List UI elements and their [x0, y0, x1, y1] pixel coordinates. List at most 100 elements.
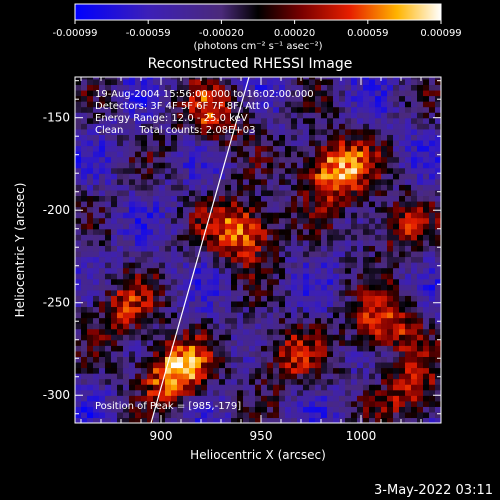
heatmap-cell	[279, 328, 286, 335]
heatmap-cell	[135, 84, 142, 91]
heatmap-cell	[261, 78, 268, 86]
heatmap-cell	[93, 112, 100, 119]
heatmap-cell	[93, 395, 100, 402]
heatmap-cell	[249, 106, 256, 113]
heatmap-cell	[285, 84, 292, 91]
heatmap-cell	[429, 400, 436, 407]
heatmap-cell	[405, 206, 412, 213]
heatmap-cell	[261, 350, 268, 357]
heatmap-cell	[117, 239, 124, 246]
heatmap-cell	[99, 78, 106, 86]
heatmap-cell	[297, 284, 304, 291]
heatmap-cell	[393, 350, 400, 357]
heatmap-cell	[255, 367, 262, 374]
heatmap-cell	[399, 378, 406, 385]
heatmap-cell	[231, 167, 238, 174]
heatmap-cell	[267, 417, 274, 423]
heatmap-cell	[285, 156, 292, 163]
heatmap-cell	[105, 378, 112, 385]
heatmap-cell	[195, 77, 202, 80]
heatmap-cell	[351, 95, 358, 102]
heatmap-cell	[315, 106, 322, 113]
heatmap-cell	[369, 284, 376, 291]
heatmap-cell	[81, 311, 88, 319]
heatmap-cell	[423, 89, 430, 97]
heatmap-cell	[177, 384, 184, 391]
heatmap-cell	[237, 223, 244, 230]
heatmap-cell	[291, 212, 298, 219]
heatmap-cell	[435, 239, 441, 246]
heatmap-cell	[297, 212, 304, 219]
heatmap-cell	[357, 195, 364, 202]
heatmap-cell	[99, 89, 106, 97]
heatmap-cell	[171, 250, 178, 258]
heatmap-cell	[237, 212, 244, 219]
heatmap-cell	[417, 339, 424, 346]
heatmap-cell	[351, 339, 358, 346]
heatmap-cell	[231, 178, 238, 185]
heatmap-cell	[249, 145, 256, 152]
heatmap-cell	[177, 217, 184, 224]
heatmap-cell	[375, 195, 382, 202]
heatmap-cell	[423, 106, 430, 113]
heatmap-cell	[117, 117, 124, 124]
heatmap-cell	[237, 217, 244, 224]
heatmap-cell	[111, 206, 118, 213]
heatmap-cell	[207, 395, 214, 402]
heatmap-cell	[213, 339, 220, 346]
heatmap-cell	[105, 212, 112, 219]
heatmap-cell	[183, 350, 190, 357]
heatmap-cell	[213, 411, 220, 419]
heatmap-cell	[153, 339, 160, 346]
heatmap-cell	[417, 417, 424, 423]
heatmap-cell	[141, 267, 148, 274]
heatmap-cell	[207, 173, 214, 180]
heatmap-cell	[123, 217, 130, 224]
heatmap-cell	[99, 217, 106, 224]
heatmap-cell	[351, 117, 358, 124]
heatmap-cell	[327, 195, 334, 202]
heatmap-cell	[261, 334, 268, 341]
heatmap-cell	[147, 78, 154, 86]
heatmap-cell	[363, 289, 370, 296]
heatmap-cell	[93, 245, 100, 252]
heatmap-cell	[273, 384, 280, 391]
heatmap-cell	[291, 361, 298, 369]
heatmap-cell	[141, 223, 148, 230]
heatmap-cell	[93, 173, 100, 180]
heatmap-cell	[333, 278, 340, 285]
heatmap-cell	[129, 367, 136, 374]
heatmap-cell	[75, 345, 82, 352]
heatmap-cell	[417, 228, 424, 235]
heatmap-cell	[273, 123, 280, 130]
heatmap-cell	[423, 123, 430, 130]
heatmap-cell	[225, 134, 232, 141]
heatmap-cell	[231, 112, 238, 119]
heatmap-cell	[309, 295, 316, 302]
heatmap-cell	[93, 350, 100, 357]
heatmap-cell	[129, 262, 136, 269]
heatmap-cell	[159, 350, 166, 357]
heatmap-cell	[327, 250, 334, 258]
heatmap-cell	[147, 262, 154, 269]
plot-frame	[74, 76, 442, 424]
heatmap-cell	[285, 289, 292, 296]
heatmap-cell	[411, 284, 418, 291]
heatmap-cell	[201, 200, 208, 208]
heatmap-cell	[159, 206, 166, 213]
heatmap-cell	[231, 234, 238, 241]
heatmap-cell	[357, 84, 364, 91]
heatmap-cell	[183, 245, 190, 252]
heatmap-cell	[177, 77, 184, 80]
heatmap-cell	[393, 389, 400, 396]
heatmap-cell	[213, 311, 220, 319]
heatmap-cell	[177, 112, 184, 119]
heatmap-cell	[93, 384, 100, 391]
heatmap-cell	[105, 350, 112, 357]
heatmap-cell	[387, 406, 394, 413]
heatmap-cell	[207, 378, 214, 385]
heatmap-cell	[255, 417, 262, 423]
heatmap-cell	[411, 89, 418, 97]
heatmap-cell	[411, 123, 418, 130]
heatmap-cell	[417, 195, 424, 202]
